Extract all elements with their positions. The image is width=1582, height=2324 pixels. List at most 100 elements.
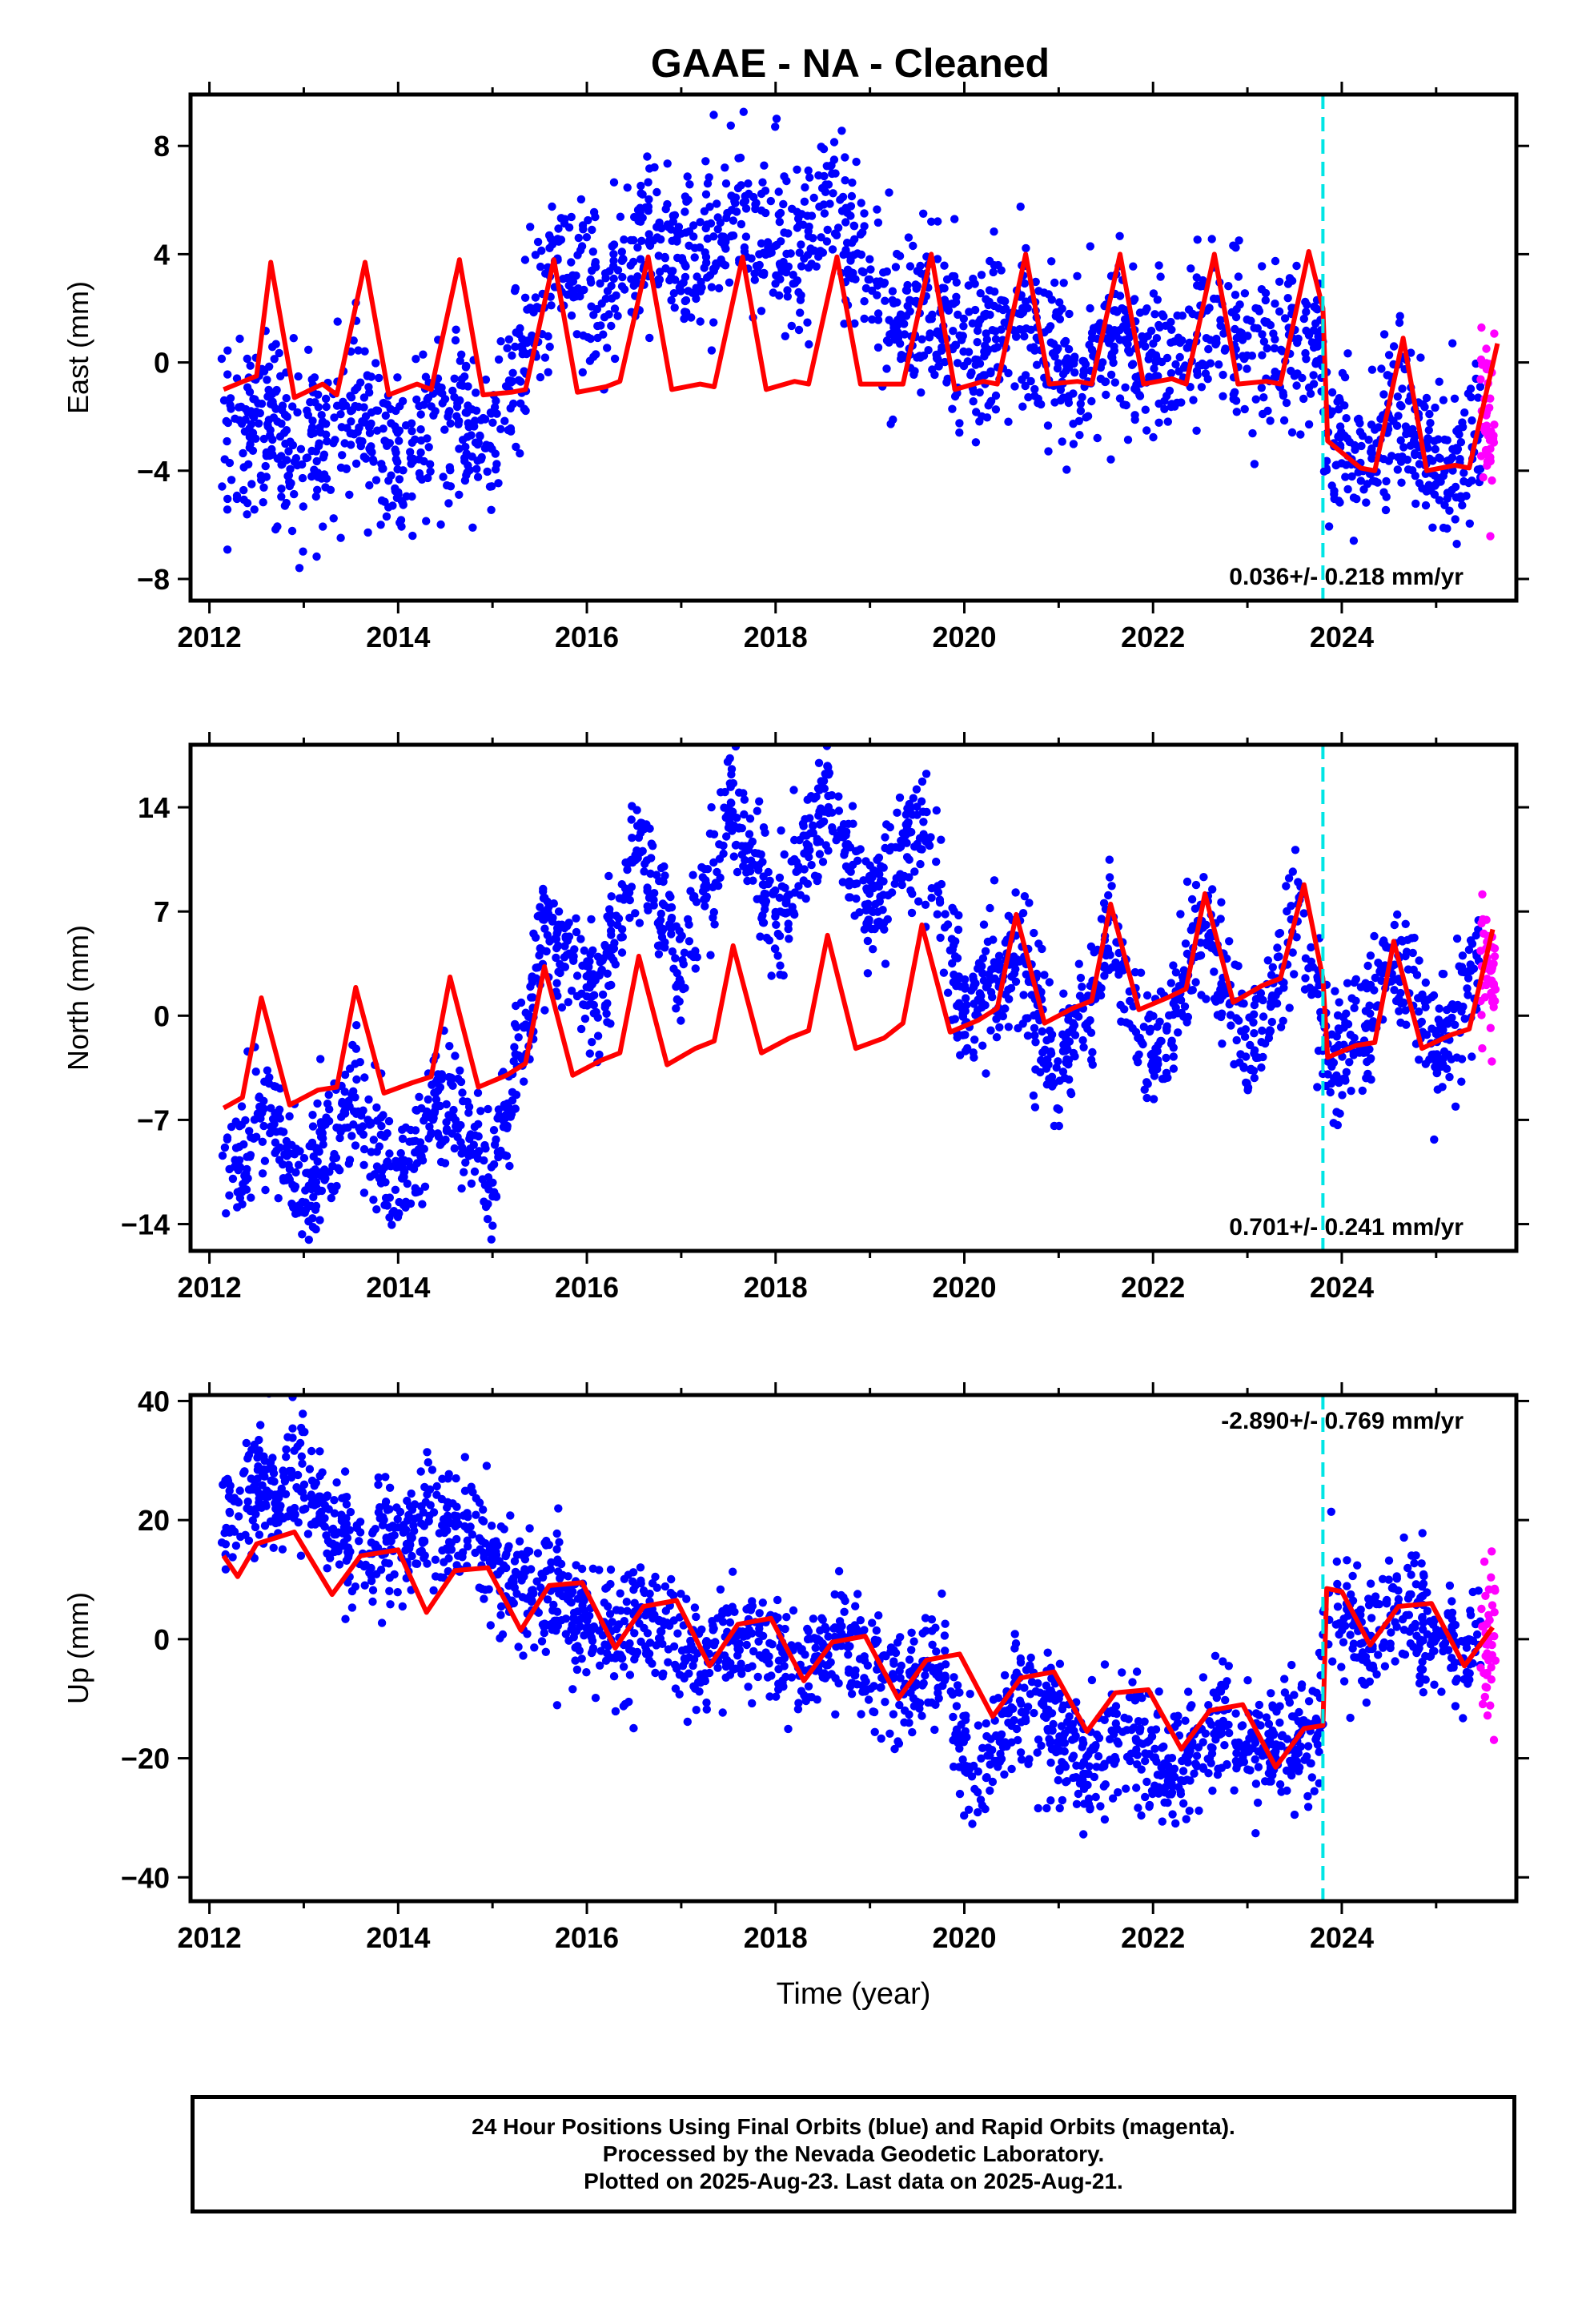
data-point xyxy=(260,1156,270,1165)
data-point xyxy=(372,1205,381,1214)
data-point xyxy=(520,255,530,264)
data-point xyxy=(234,1166,243,1175)
data-point xyxy=(1213,1011,1223,1019)
data-point xyxy=(1343,1556,1351,1565)
data-point xyxy=(655,917,665,926)
data-point xyxy=(248,446,258,455)
data-point xyxy=(354,1107,363,1116)
data-point xyxy=(729,852,738,861)
data-point xyxy=(938,1589,946,1598)
data-point xyxy=(635,919,644,927)
data-point xyxy=(304,345,313,354)
data-point xyxy=(275,348,283,358)
data-point xyxy=(610,304,620,313)
data-point xyxy=(1191,880,1201,890)
data-point xyxy=(897,351,906,360)
data-point xyxy=(283,412,291,421)
data-point xyxy=(709,111,718,119)
data-point xyxy=(278,405,287,415)
data-point xyxy=(917,777,927,786)
data-point xyxy=(1125,348,1134,357)
data-point xyxy=(1043,421,1053,430)
data-point xyxy=(591,258,600,267)
data-point xyxy=(304,1235,313,1244)
data-point xyxy=(661,204,670,214)
data-point xyxy=(905,262,915,271)
data-point xyxy=(1004,1023,1014,1031)
data-point xyxy=(599,330,608,339)
data-point xyxy=(1285,274,1295,283)
data-point xyxy=(693,953,701,962)
data-point xyxy=(355,423,363,432)
data-point xyxy=(1037,400,1046,409)
data-point xyxy=(721,244,730,253)
data-point xyxy=(424,1134,433,1143)
data-point xyxy=(1142,1093,1151,1103)
data-point xyxy=(786,249,795,258)
data-point xyxy=(1053,364,1062,373)
data-point xyxy=(985,297,994,306)
data-point xyxy=(480,415,490,424)
data-point xyxy=(1248,428,1257,438)
data-point xyxy=(416,448,425,457)
data-point xyxy=(917,797,926,806)
data-point xyxy=(231,1144,241,1152)
data-point xyxy=(1267,1017,1277,1027)
data-point xyxy=(781,332,789,340)
data-point xyxy=(952,982,961,991)
data-point xyxy=(1023,1031,1033,1040)
data-point xyxy=(268,343,277,352)
data-point xyxy=(1347,472,1356,481)
data-point xyxy=(887,842,896,852)
data-point xyxy=(1432,1068,1441,1078)
data-point xyxy=(958,1031,967,1039)
data-point xyxy=(1048,1082,1057,1091)
data-point xyxy=(369,1196,378,1204)
data-point xyxy=(232,374,242,383)
data-point xyxy=(324,1090,333,1100)
data-point xyxy=(284,447,293,456)
data-point xyxy=(1293,369,1302,378)
data-point xyxy=(582,961,591,971)
data-point xyxy=(649,901,658,910)
data-point xyxy=(409,1164,419,1174)
data-point xyxy=(723,208,732,218)
data-point xyxy=(302,1168,311,1178)
data-point xyxy=(981,947,990,956)
data-point xyxy=(671,275,680,284)
data-point xyxy=(356,378,365,387)
data-point xyxy=(863,969,873,978)
data-point xyxy=(1250,1000,1259,1010)
data-point xyxy=(461,408,470,417)
data-point xyxy=(673,995,681,1004)
data-point xyxy=(1464,974,1473,983)
data-point xyxy=(1396,1018,1405,1027)
data-point xyxy=(542,947,551,956)
data-point xyxy=(579,331,588,340)
data-point xyxy=(1276,1023,1286,1031)
data-point xyxy=(1438,1083,1447,1092)
data-point xyxy=(1350,1033,1359,1043)
data-point xyxy=(833,223,843,232)
data-point xyxy=(891,263,901,271)
data-point xyxy=(395,475,404,484)
data-point xyxy=(1382,476,1391,486)
data-point xyxy=(1079,1043,1088,1052)
data-point xyxy=(453,1124,463,1133)
data-point xyxy=(1030,384,1039,394)
data-point xyxy=(882,364,891,373)
data-point xyxy=(1046,1048,1055,1057)
data-point xyxy=(408,492,416,501)
data-point xyxy=(456,356,464,365)
data-point xyxy=(937,835,946,844)
data-point xyxy=(698,873,707,882)
data-point xyxy=(914,897,923,906)
data-point xyxy=(461,442,470,452)
data-point xyxy=(1225,937,1234,946)
data-point xyxy=(552,953,560,963)
data-point xyxy=(1331,987,1339,995)
data-point xyxy=(908,810,917,819)
data-point xyxy=(959,322,968,331)
data-point xyxy=(763,238,773,247)
data-point xyxy=(1287,304,1296,312)
